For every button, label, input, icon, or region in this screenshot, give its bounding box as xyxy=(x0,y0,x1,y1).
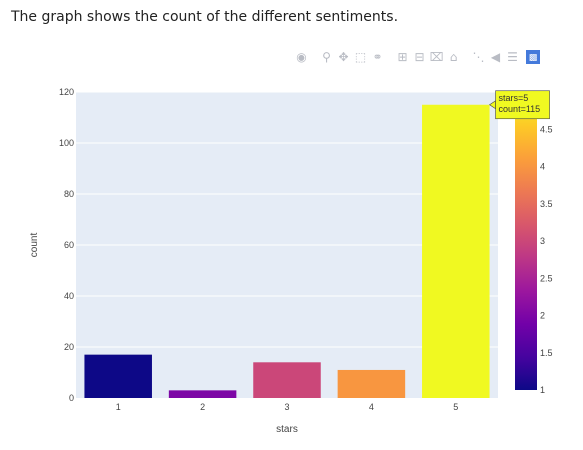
colorbar-tick-label: 3 xyxy=(540,236,545,246)
colorbar-tick-label: 3.5 xyxy=(540,199,553,209)
hover-text: count=115 xyxy=(499,104,541,114)
bar-stars-2[interactable] xyxy=(169,390,237,398)
x-tick-labels: 1 2 3 4 5 xyxy=(116,402,459,412)
y-tick-label: 120 xyxy=(59,87,74,97)
colorbar-tick-label: 2.5 xyxy=(540,273,553,283)
x-tick-label: 4 xyxy=(369,402,374,412)
hover-text: stars=5 xyxy=(499,93,529,103)
y-tick-labels: 0 20 40 60 80 100 120 xyxy=(59,87,74,403)
bar-stars-5[interactable] xyxy=(422,105,490,398)
y-tick-label: 80 xyxy=(64,189,74,199)
colorbar-tick-label: 1 xyxy=(540,385,545,395)
colorbar-tick-label: 4 xyxy=(540,162,545,172)
x-tick-label: 5 xyxy=(453,402,458,412)
y-tick-label: 100 xyxy=(59,138,74,148)
colorbar-tick-label: 2 xyxy=(540,311,545,321)
colorbar-tick-label: 4.5 xyxy=(540,124,553,134)
colorbar-tick-labels: 1 1.5 2 2.5 3 3.5 4 4.5 xyxy=(540,124,553,395)
y-tick-label: 40 xyxy=(64,291,74,301)
bar-stars-4[interactable] xyxy=(338,370,406,398)
colorbar-tick-label: 1.5 xyxy=(540,348,553,358)
y-tick-label: 20 xyxy=(64,342,74,352)
x-tick-label: 2 xyxy=(200,402,205,412)
y-axis-title: count xyxy=(29,233,40,258)
colorbar xyxy=(515,92,537,390)
bar-stars-3[interactable] xyxy=(253,362,321,398)
bar-stars-1[interactable] xyxy=(84,355,152,398)
y-tick-label: 0 xyxy=(69,393,74,403)
x-tick-label: 1 xyxy=(116,402,121,412)
x-tick-label: 3 xyxy=(284,402,289,412)
y-tick-label: 60 xyxy=(64,240,74,250)
x-axis-title: stars xyxy=(276,424,298,435)
